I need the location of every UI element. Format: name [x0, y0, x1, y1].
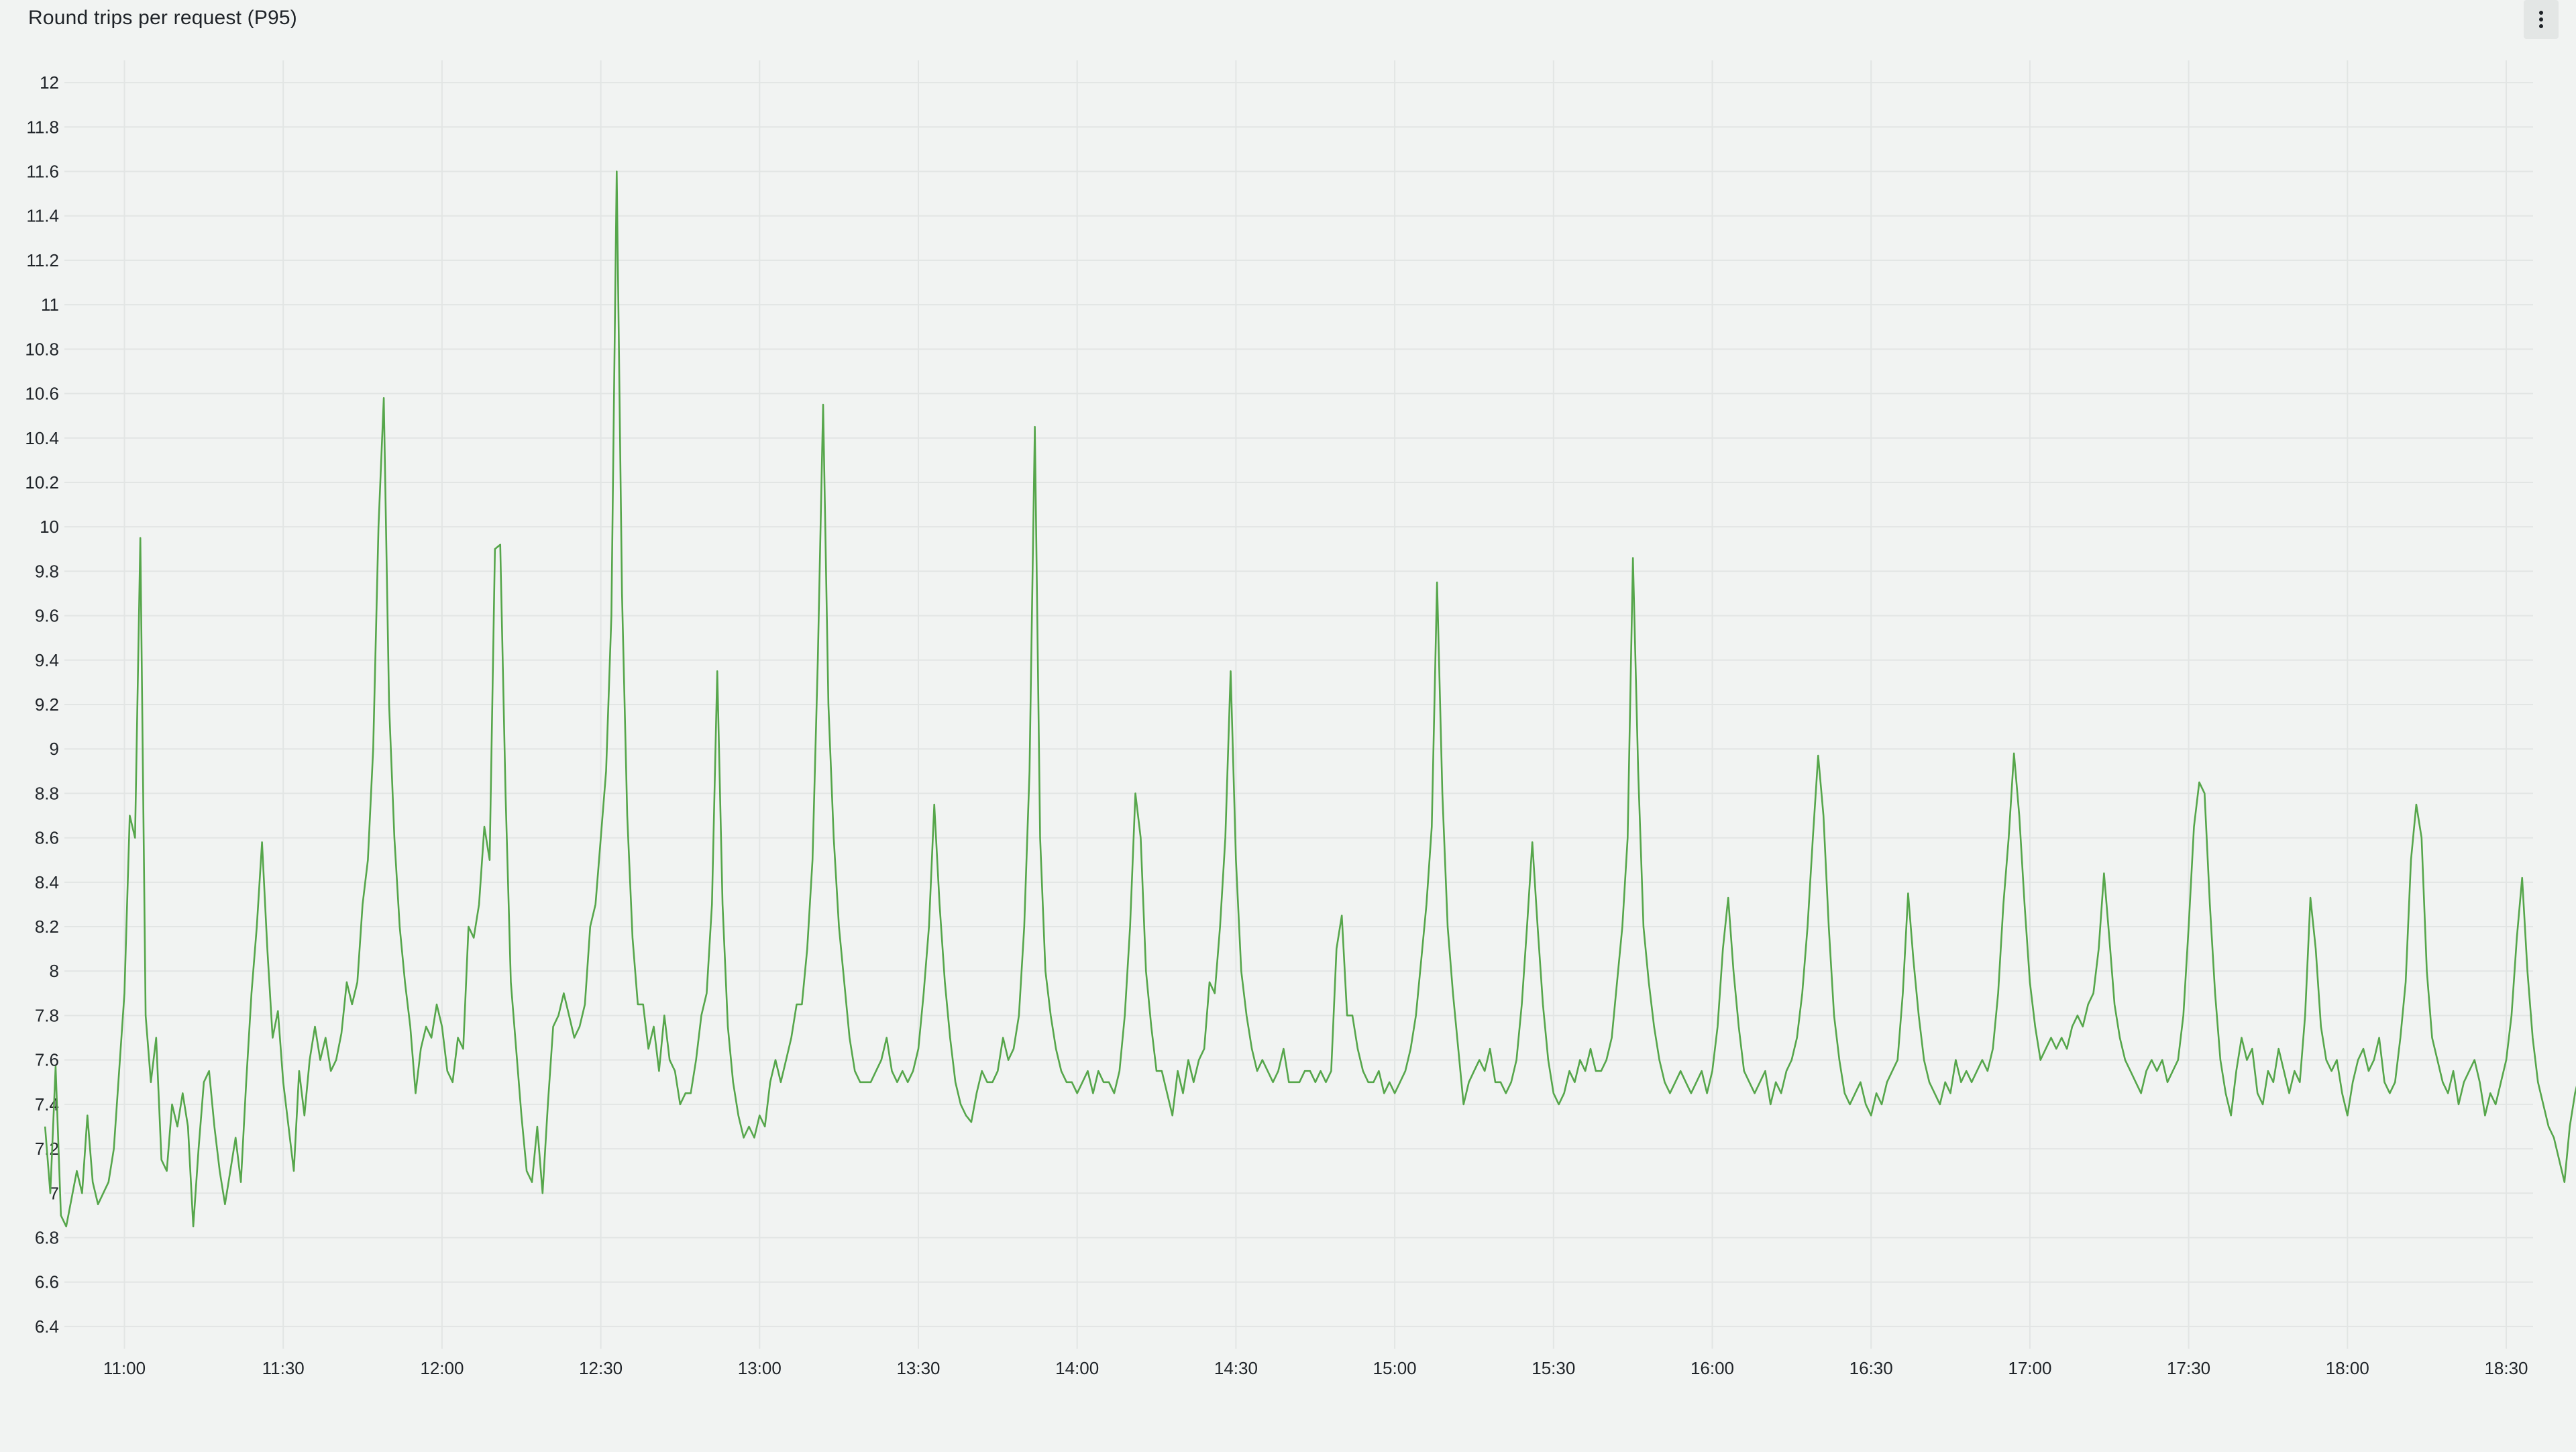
y-tick-label: 8.8 [35, 783, 59, 803]
series-line [44, 170, 2576, 1228]
panel-menu-button[interactable] [2524, 0, 2559, 39]
x-tick-label: 15:30 [1532, 1358, 1575, 1378]
y-tick-label: 7 [50, 1183, 59, 1203]
x-tick-label: 11:00 [103, 1358, 146, 1378]
y-tick-label: 10.8 [25, 339, 59, 359]
y-tick-label: 11.2 [26, 250, 59, 270]
y-axis: 6.46.66.877.27.47.67.888.28.48.68.899.29… [25, 72, 59, 1337]
x-tick-label: 14:00 [1055, 1358, 1099, 1378]
y-tick-label: 11.4 [26, 206, 59, 226]
y-tick-label: 8.6 [35, 828, 59, 848]
series-layer [44, 170, 2576, 1228]
y-tick-label: 11.8 [26, 117, 59, 137]
vertical-ellipsis-icon [2539, 11, 2543, 28]
y-tick-label: 8 [50, 961, 59, 981]
x-tick-label: 18:30 [2484, 1358, 2528, 1378]
x-tick-label: 12:00 [420, 1358, 464, 1378]
y-tick-label: 10.2 [25, 472, 59, 492]
y-tick-label: 8.4 [35, 872, 59, 892]
x-tick-label: 18:00 [2326, 1358, 2369, 1378]
y-tick-label: 7.4 [35, 1094, 59, 1114]
y-tick-label: 6.8 [35, 1227, 59, 1247]
x-tick-label: 16:00 [1690, 1358, 1734, 1378]
y-tick-label: 6.6 [35, 1272, 59, 1292]
y-tick-label: 12 [40, 72, 59, 93]
y-tick-label: 9.4 [35, 650, 59, 670]
y-tick-label: 9.8 [35, 561, 59, 581]
grid [64, 60, 2533, 1349]
x-axis: 11:00 11:30 12:00 12:30 13:00 13:30 14:00 14:30… [103, 1358, 2528, 1378]
y-tick-label: 9.2 [35, 694, 59, 715]
x-tick-label: 17:00 [2008, 1358, 2051, 1378]
x-tick-label: 13:30 [896, 1358, 940, 1378]
x-tick-label: 16:30 [1849, 1358, 1893, 1378]
y-tick-label: 11.6 [26, 162, 59, 182]
y-tick-label: 10.4 [25, 428, 59, 448]
y-tick-label: 9 [50, 739, 59, 759]
x-tick-label: 12:30 [579, 1358, 623, 1378]
x-tick-label: 13:00 [738, 1358, 782, 1378]
y-tick-label: 6.4 [35, 1316, 59, 1337]
y-tick-label: 9.6 [35, 606, 59, 626]
x-tick-label: 15:00 [1373, 1358, 1417, 1378]
y-tick-label: 10.6 [25, 384, 59, 404]
y-tick-label: 10 [40, 517, 59, 537]
x-tick-label: 11:30 [262, 1358, 305, 1378]
panel-title: Round trips per request (P95) [28, 7, 298, 29]
y-tick-label: 8.2 [35, 917, 59, 937]
x-tick-label: 14:30 [1214, 1358, 1258, 1378]
x-tick-label: 17:30 [2167, 1358, 2210, 1378]
y-tick-label: 7.8 [35, 1005, 59, 1025]
y-tick-label: 11 [41, 295, 59, 315]
